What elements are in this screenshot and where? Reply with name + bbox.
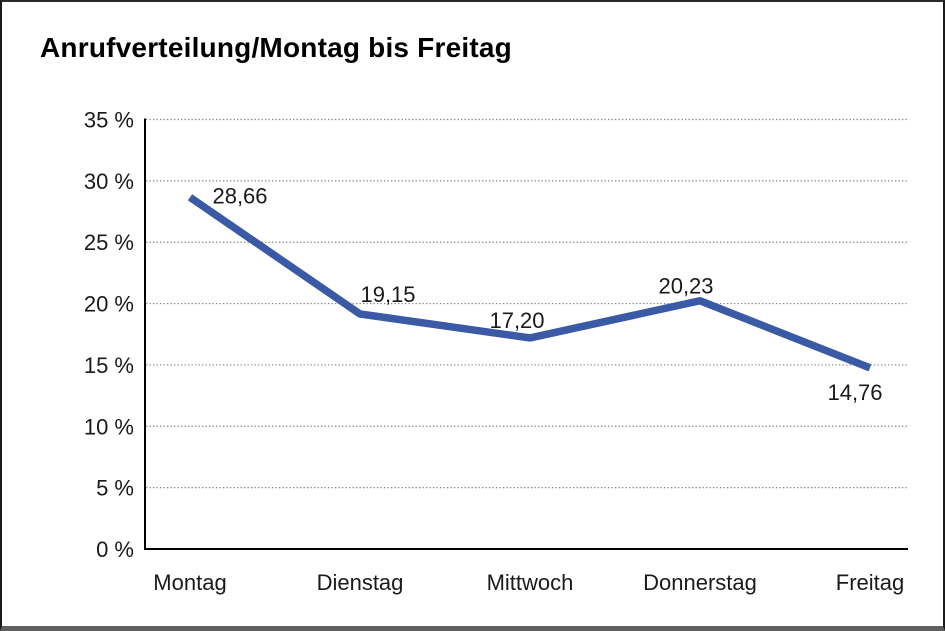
- y-tick-label: 20 %: [84, 292, 134, 317]
- data-point-label: 19,15: [360, 282, 415, 307]
- y-tick-label: 0 %: [96, 537, 134, 562]
- data-point-label: 17,20: [489, 308, 544, 333]
- x-axis-label: Dienstag: [317, 570, 404, 595]
- data-point-label: 14,76: [827, 380, 882, 405]
- x-axis-label: Donnerstag: [643, 570, 757, 595]
- y-tick-label: 10 %: [84, 414, 134, 439]
- data-point-label: 20,23: [658, 274, 713, 299]
- y-tick-label: 35 %: [84, 108, 134, 133]
- y-tick-label: 25 %: [84, 230, 134, 255]
- data-line: [187, 194, 872, 372]
- x-axis-label: Montag: [153, 570, 226, 595]
- x-axis-label: Freitag: [836, 570, 904, 595]
- x-axis-label: Mittwoch: [487, 570, 574, 595]
- y-tick-label: 30 %: [84, 169, 134, 194]
- data-point-label: 28,66: [212, 183, 267, 208]
- chart-title: Anrufverteilung/Montag bis Freitag: [40, 32, 512, 63]
- y-tick-label: 5 %: [96, 476, 134, 501]
- y-tick-label: 15 %: [84, 353, 134, 378]
